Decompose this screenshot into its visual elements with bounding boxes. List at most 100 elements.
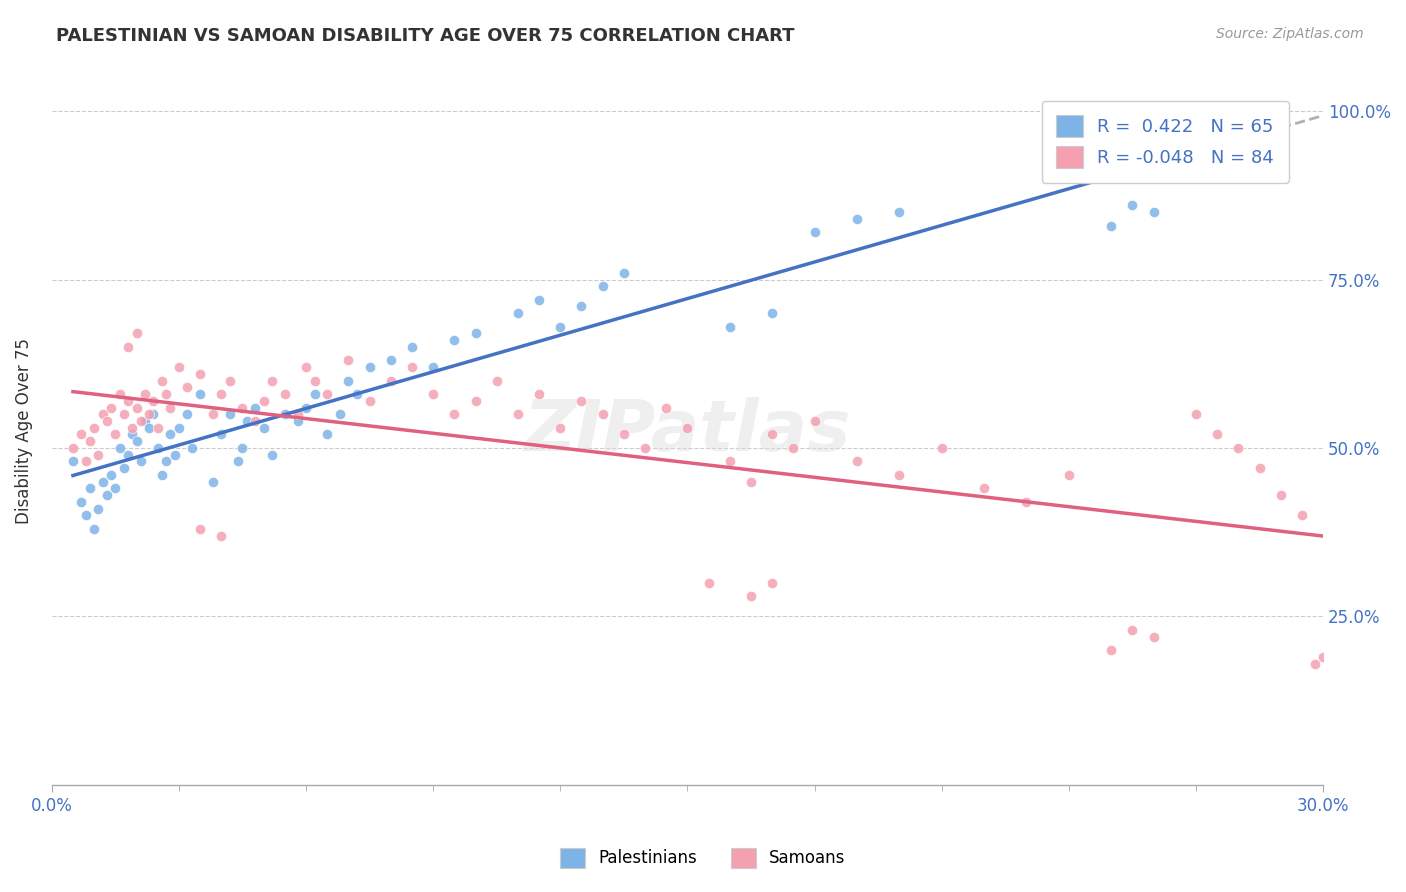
Point [592,407,614,421]
Text: Source: ZipAtlas.com: Source: ZipAtlas.com [1216,27,1364,41]
Point [201,475,224,489]
Point [100,401,122,415]
Point [262,448,284,462]
Point [1249,461,1271,475]
Point [134,387,156,401]
Point [117,340,139,354]
Point [75,454,97,468]
Point [571,393,593,408]
Point [337,353,360,368]
Point [209,528,232,542]
Point [91,407,114,421]
Point [62,454,84,468]
Point [401,360,423,375]
Point [176,407,198,421]
Point [117,393,139,408]
Point [1121,198,1143,212]
Point [380,353,402,368]
Point [655,401,678,415]
Point [1185,407,1208,421]
Point [550,421,572,435]
Point [1303,657,1326,671]
Point [527,387,550,401]
Point [108,441,131,455]
Legend: Palestinians, Samoans: Palestinians, Samoans [554,841,852,875]
Point [359,360,381,375]
Point [506,407,529,421]
Point [295,360,318,375]
Text: ZIPatlas: ZIPatlas [524,397,851,466]
Point [209,387,232,401]
Point [138,421,160,435]
Point [422,387,444,401]
Point [676,421,699,435]
Point [100,467,122,482]
Point [1312,649,1334,664]
Point [304,387,326,401]
Point [176,380,198,394]
Point [401,340,423,354]
Point [134,414,156,428]
Point [138,407,160,421]
Point [146,441,169,455]
Point [274,387,297,401]
Point [287,407,309,421]
Point [346,387,368,401]
Point [117,448,139,462]
Point [150,374,173,388]
Point [718,319,741,334]
Point [316,427,339,442]
Point [1206,427,1229,442]
Point [287,414,309,428]
Point [443,407,465,421]
Point [159,427,181,442]
Point [803,226,825,240]
Point [506,306,529,320]
Point [359,393,381,408]
Point [235,414,257,428]
Point [83,421,105,435]
Point [231,401,253,415]
Point [1015,495,1038,509]
Point [253,421,276,435]
Point [761,306,783,320]
Point [571,300,593,314]
Point [83,522,105,536]
Point [104,427,127,442]
Point [79,434,101,449]
Point [380,374,402,388]
Point [1057,467,1080,482]
Point [226,454,249,468]
Point [142,407,165,421]
Point [87,501,110,516]
Point [1099,219,1122,233]
Point [142,393,165,408]
Point [464,326,486,341]
Point [188,387,211,401]
Point [201,407,224,421]
Point [889,467,911,482]
Point [262,374,284,388]
Point [613,427,636,442]
Point [129,414,152,428]
Point [1291,508,1313,523]
Point [70,427,93,442]
Point [146,421,169,435]
Point [218,374,240,388]
Point [1099,643,1122,657]
Point [592,279,614,293]
Point [329,407,352,421]
Point [188,522,211,536]
Point [613,266,636,280]
Point [155,387,177,401]
Point [209,427,232,442]
Point [129,454,152,468]
Y-axis label: Disability Age Over 75: Disability Age Over 75 [15,338,32,524]
Point [188,367,211,381]
Point [75,508,97,523]
Point [1227,441,1250,455]
Point [803,414,825,428]
Point [337,374,360,388]
Point [155,454,177,468]
Point [718,454,741,468]
